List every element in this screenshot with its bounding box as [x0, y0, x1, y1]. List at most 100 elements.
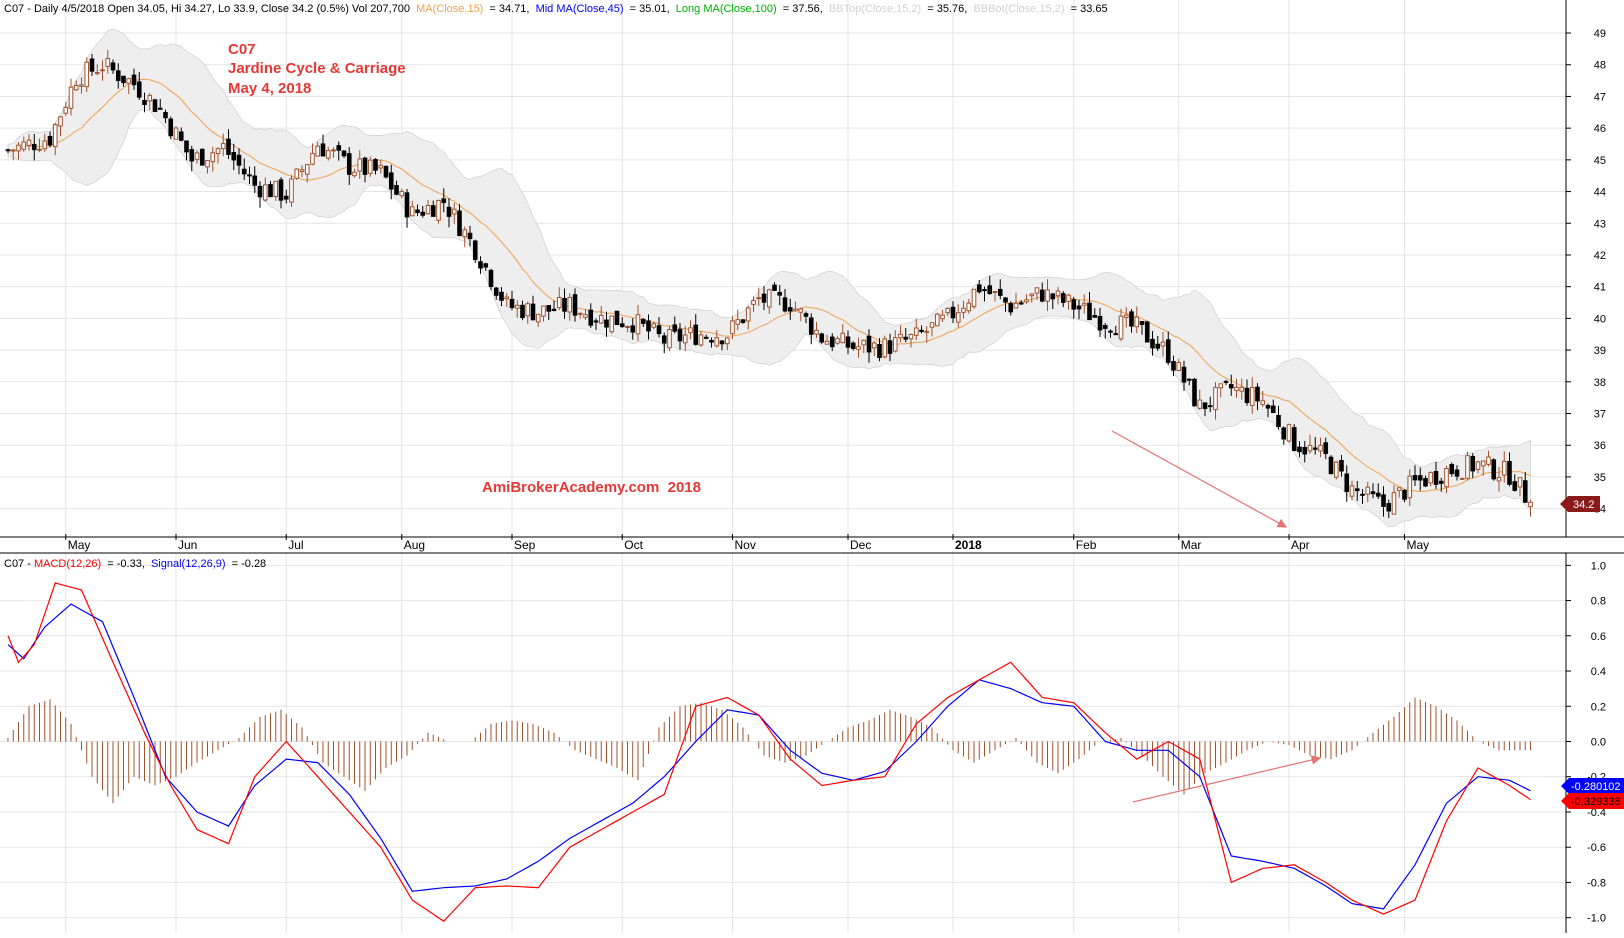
candle-body — [1034, 287, 1040, 294]
candle-body — [268, 184, 273, 198]
candle-body — [341, 150, 347, 157]
candle-body — [21, 141, 27, 150]
candle-body — [856, 346, 861, 350]
candle-body — [520, 304, 525, 319]
candle-body — [583, 314, 588, 318]
candle-body — [709, 340, 714, 343]
macd-value-tag: -0.329338 — [1561, 793, 1624, 809]
candle-body — [1486, 456, 1491, 465]
candle-body — [966, 302, 972, 312]
header-prefix: C07 - Daily 4/5/2018 Open 34.05, Hi 34.2… — [4, 3, 410, 15]
candle-body — [26, 139, 32, 146]
candle-body — [336, 145, 342, 151]
price-tick-label: 39 — [1594, 345, 1606, 357]
candle-body — [688, 327, 693, 334]
header-bbbot-value: = 33.65 — [1071, 3, 1108, 15]
candle-body — [630, 325, 636, 333]
candle-body — [1008, 302, 1014, 313]
candle-body — [961, 307, 966, 313]
candle-body — [1381, 494, 1386, 507]
candle-body — [698, 334, 704, 346]
candle-body — [199, 148, 205, 166]
candle-body — [1181, 366, 1187, 383]
candle-body — [898, 333, 903, 339]
candle-body — [604, 319, 609, 328]
price-tick-label: 49 — [1594, 28, 1606, 40]
candle-body — [1255, 386, 1260, 402]
header-long-value: = 37.56, — [783, 3, 823, 15]
candle-body — [1270, 405, 1276, 413]
candle-body — [289, 178, 294, 203]
candle-body — [950, 306, 956, 319]
candle-body — [945, 307, 951, 314]
candle-body — [378, 164, 384, 169]
candle-body — [278, 179, 284, 201]
candle-body — [1134, 316, 1140, 328]
macd-tick-label: 0.6 — [1591, 631, 1606, 643]
x-tick-label: Oct — [624, 538, 643, 552]
candle-body — [1449, 464, 1455, 475]
candle-body — [1402, 489, 1407, 500]
header-bbtop-label: BBTop(Close,15,2) — [829, 3, 921, 15]
candle-body — [940, 314, 945, 320]
candle-body — [703, 336, 709, 339]
candle-body — [934, 313, 940, 327]
candle-body — [808, 317, 814, 335]
candle-body — [625, 326, 630, 329]
candle-body — [1396, 487, 1402, 491]
candle-body — [1213, 386, 1218, 411]
candle-body — [205, 159, 210, 168]
price-gridlines — [0, 32, 1566, 510]
candle-body — [819, 333, 825, 343]
price-tick-label: 48 — [1594, 60, 1606, 72]
x-tick-label: Aug — [404, 538, 425, 552]
header-long-label: Long MA(Close,100) — [676, 3, 777, 15]
candle-body — [745, 307, 751, 322]
candle-body — [866, 335, 872, 353]
price-tick-label: 43 — [1594, 218, 1606, 230]
candle-body — [551, 308, 557, 311]
signal-value-tag-text: -0.280102 — [1571, 781, 1621, 793]
candle-body — [1024, 299, 1029, 303]
candle-body — [100, 69, 105, 72]
candle-body — [404, 192, 410, 218]
candle-body — [845, 336, 851, 348]
candle-body — [1045, 289, 1050, 302]
candle-body — [1512, 481, 1518, 491]
x-tick-label: Feb — [1076, 538, 1097, 552]
candle-body — [1102, 324, 1108, 329]
candle-body — [1144, 321, 1150, 343]
price-tick-label: 40 — [1594, 313, 1606, 325]
candle-body — [262, 184, 268, 201]
candle-body — [577, 312, 583, 315]
candle-body — [572, 294, 578, 316]
candle-body — [646, 320, 651, 332]
candle-body — [1438, 480, 1444, 484]
candle-body — [714, 337, 720, 347]
candle-body — [903, 336, 909, 340]
candle-body — [1465, 455, 1470, 479]
macd-tick-label: -1.0 — [1587, 913, 1606, 925]
candle-body — [667, 329, 672, 349]
candle-body — [1444, 468, 1449, 488]
candle-body — [425, 204, 431, 215]
price-tick-label: 47 — [1594, 91, 1606, 103]
candle-body — [782, 297, 788, 312]
candle-body — [1286, 424, 1292, 442]
candle-body — [420, 211, 426, 216]
price-tick-label: 42 — [1594, 250, 1606, 262]
candle-body — [79, 84, 84, 87]
annotation-date: May 4, 2018 — [228, 80, 311, 97]
candle-body — [73, 84, 79, 91]
candle-body — [982, 289, 987, 292]
candle-body — [1302, 446, 1308, 455]
candle-body — [509, 298, 515, 309]
candle-body — [1528, 501, 1533, 508]
macd-axis-ticks: 1.00.80.60.40.20.0-0.2-0.4-0.6-0.8-1.0 — [1566, 560, 1606, 925]
last-price-tag: 34.2 — [1560, 496, 1600, 512]
candle-body — [1055, 290, 1061, 297]
candle-body — [1412, 475, 1418, 481]
candle-body — [525, 303, 531, 317]
candle-body — [987, 285, 993, 295]
macd-tick-label: 0.2 — [1591, 701, 1606, 713]
